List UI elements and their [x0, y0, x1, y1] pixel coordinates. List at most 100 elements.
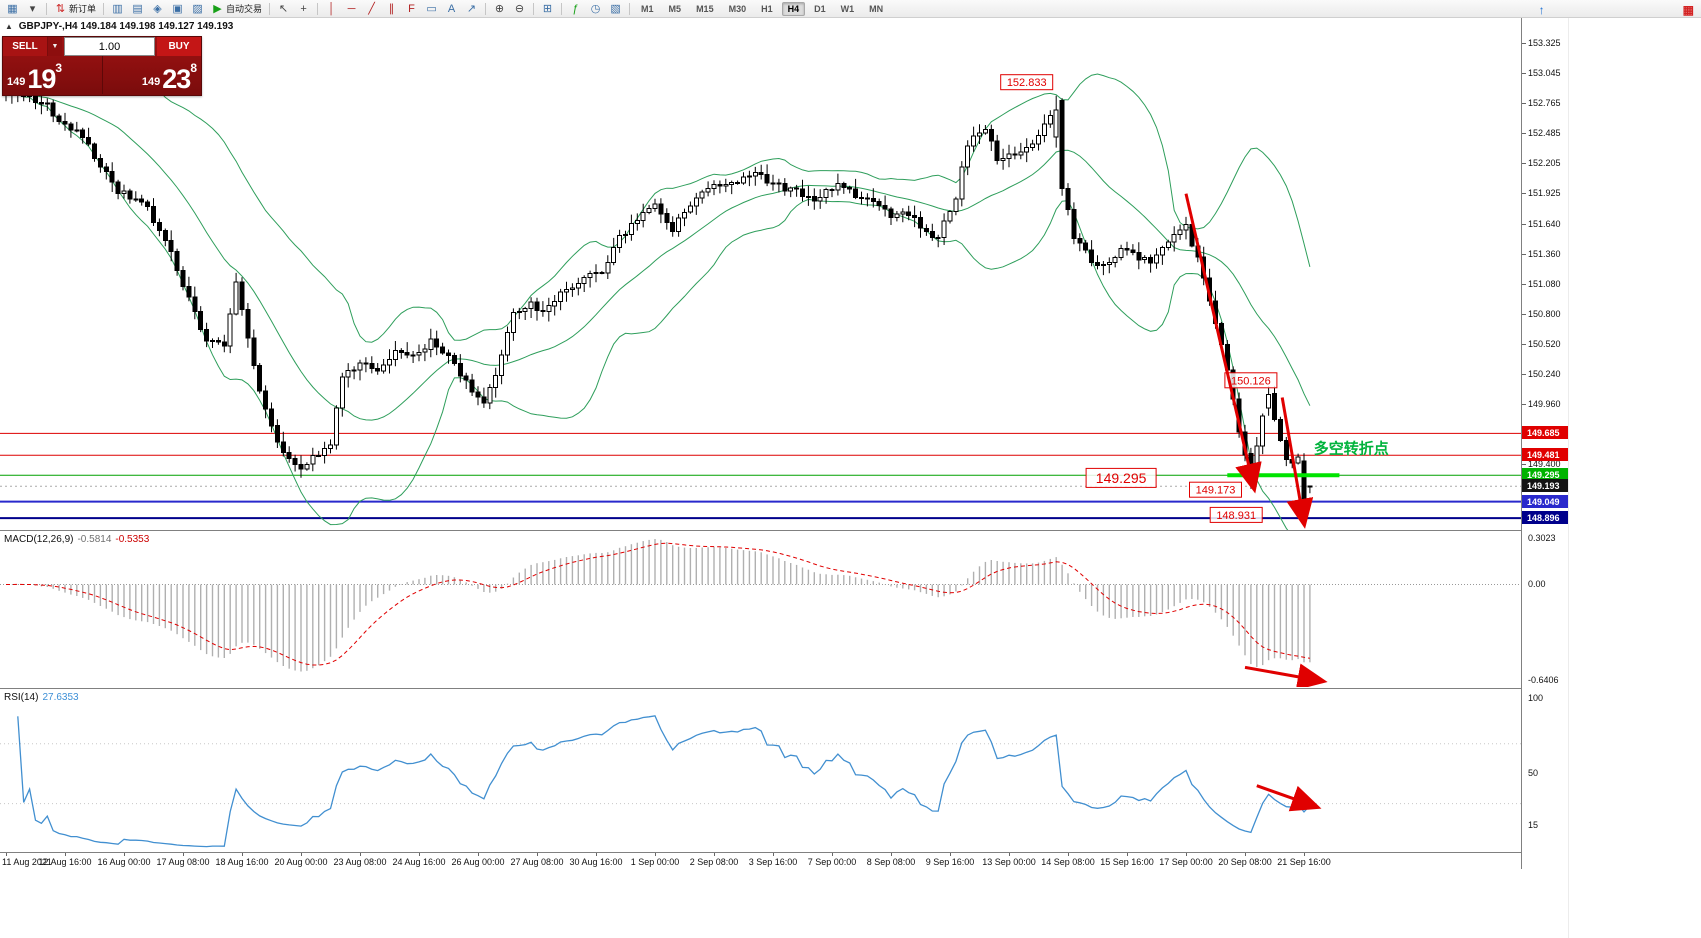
new-order-button[interactable]: ⇅ 新订单	[51, 0, 99, 18]
time-tick-mark	[6, 853, 7, 856]
vertical-line-icon[interactable]: │	[322, 0, 341, 18]
macd-signal-line	[6, 542, 1310, 666]
indicators-icon[interactable]: ƒ	[566, 0, 585, 18]
price-badge: 149.295	[1522, 468, 1569, 481]
price-badge: 149.049	[1522, 495, 1569, 508]
candles	[3, 84, 1313, 501]
arrow-objects-icon[interactable]: ↗	[462, 0, 481, 18]
horizontal-line-icon: ─	[347, 2, 356, 15]
apps-grid-icon[interactable]: ▦	[1682, 3, 1694, 17]
time-tick-mark	[183, 853, 184, 856]
cursor-icon[interactable]: ↖	[274, 0, 293, 18]
time-axis-label: 20 Sep 08:00	[1218, 857, 1272, 867]
time-axis[interactable]: 11 Aug 2021 12 Aug 16:00 16 Aug 00:00 17 Au…	[0, 852, 1568, 869]
timeframe-button-m5[interactable]: M5	[668, 3, 682, 14]
periods-dropdown-icon[interactable]: ◷	[586, 0, 605, 18]
time-axis-label: 16 Aug 00:00	[97, 857, 151, 867]
data-window-icon[interactable]: ▤	[128, 0, 147, 18]
toolbar-separator	[561, 2, 563, 15]
time-axis-label: 11 Aug 2021	[2, 857, 52, 867]
shapes-icon[interactable]: ▭	[422, 0, 441, 18]
timeframe-button-h4[interactable]: H4	[781, 1, 806, 16]
zoom-in-icon: ⊕	[494, 2, 505, 15]
horizontal-line-icon[interactable]: ─	[342, 0, 361, 18]
price-chart-canvas[interactable]: 152.833 150.126 149.295 149.173 148.931 多空转折点	[0, 18, 1521, 530]
timeframe-button-m1[interactable]: M1	[641, 3, 654, 14]
price-tick-mark	[1522, 163, 1526, 164]
autotrading-button[interactable]: ▶ 自动交易	[208, 0, 265, 18]
strategy-tester-icon[interactable]: ▨	[188, 0, 207, 18]
timeframe-button-w1[interactable]: W1	[840, 3, 855, 14]
price-tick-label: 153.325	[1528, 38, 1561, 48]
update-arrow-icon[interactable]: ↑	[1538, 3, 1545, 17]
price-tick-label: 151.640	[1528, 219, 1561, 229]
toolbar-separator	[103, 2, 105, 15]
equidistant-channel-icon[interactable]: ∥	[382, 0, 401, 18]
svg-text:149.295: 149.295	[1096, 470, 1147, 486]
timeframe-button-d1[interactable]: D1	[814, 3, 826, 14]
oneclick-collapse-icon[interactable]: ▲	[5, 22, 13, 31]
rsi-tick-label: 50	[1528, 768, 1539, 778]
rsi-indicator-panel[interactable]: RSI(14) 27.6353	[0, 688, 1521, 852]
sell-dropdown-caret-icon[interactable]: ▼	[47, 37, 62, 56]
time-axis-label: 27 Aug 08:00	[510, 857, 564, 867]
price-tick-label: 150.520	[1528, 339, 1561, 349]
turning-point-note: 多空转折点	[1314, 439, 1389, 457]
templates-icon: ▧	[610, 2, 621, 15]
equidistant-channel-icon: ∥	[388, 2, 395, 15]
time-tick-mark	[1127, 853, 1128, 856]
time-tick-mark	[773, 853, 774, 856]
templates-icon[interactable]: ▧	[606, 0, 625, 18]
price-tick-mark	[1522, 43, 1526, 44]
toolbar-separator	[485, 2, 487, 15]
text-label-icon[interactable]: A	[442, 0, 461, 18]
buy-price-button[interactable]: 149 23 8	[103, 56, 202, 94]
zoom-in-icon[interactable]: ⊕	[490, 0, 509, 18]
trendline-icon[interactable]: ╱	[362, 0, 381, 18]
rsi-line	[17, 715, 1311, 848]
price-annotation: 148.931	[1209, 506, 1263, 523]
volume-input[interactable]	[64, 37, 155, 56]
price-tick-mark	[1522, 254, 1526, 255]
tile-windows-icon[interactable]: ⊞	[538, 0, 557, 18]
chart-list-caret-icon[interactable]: ▾	[23, 0, 42, 18]
toolbar-separator	[629, 2, 631, 15]
price-tick-label: 152.765	[1528, 98, 1561, 108]
chart-ohlc-readout: ▲ GBPJPY-,H4 149.184 149.198 149.127 149…	[5, 21, 233, 32]
timeframe-button-m30[interactable]: M30	[728, 3, 747, 14]
time-axis-label: 1 Sep 00:00	[630, 857, 680, 867]
market-watch-icon[interactable]: ▥	[108, 0, 127, 18]
buy-button[interactable]: BUY	[157, 37, 201, 56]
sell-button[interactable]: SELL	[3, 37, 47, 56]
terminal-icon[interactable]: ▣	[168, 0, 187, 18]
price-tick-mark	[1522, 133, 1526, 134]
cursor-icon: ↖	[278, 2, 289, 15]
price-badge: 149.193	[1522, 479, 1569, 492]
toolbar-separator	[533, 2, 535, 15]
price-annotation: 149.295	[1085, 467, 1157, 488]
macd-indicator-panel[interactable]: MACD(12,26,9) -0.5814 -0.5353	[0, 530, 1521, 691]
sell-price-button[interactable]: 149 19 3	[3, 56, 103, 94]
fibonacci-retracement-icon[interactable]: F	[402, 0, 421, 18]
price-tick-label: 150.240	[1528, 369, 1561, 379]
price-annotation: 149.173	[1189, 481, 1242, 498]
timeframe-button-mn[interactable]: MN	[869, 3, 884, 14]
price-tick-mark	[1522, 73, 1526, 74]
timeframe-button-m15[interactable]: M15	[696, 3, 714, 14]
zoom-out-icon[interactable]: ⊖	[510, 0, 529, 18]
new-chart-icon[interactable]: ▦	[3, 0, 22, 18]
timeframe-button-h1[interactable]: H1	[761, 3, 773, 14]
price-axis[interactable]: 153.325 153.045 152.765 152.485 152.205 151.9…	[1521, 18, 1569, 869]
bollinger-lower-band	[17, 94, 1289, 530]
time-axis-label: 24 Aug 16:00	[392, 857, 446, 867]
data-window-icon: ▤	[132, 2, 143, 15]
candle-wicks	[5, 75, 1311, 513]
time-axis-label: 30 Aug 16:00	[569, 857, 623, 867]
trend-arrow	[1280, 397, 1314, 529]
indicators-icon: ƒ	[572, 2, 579, 15]
chart-list-caret-icon: ▾	[29, 2, 36, 15]
rsi-tick-label: 100	[1528, 693, 1544, 703]
navigator-icon[interactable]: ◈	[148, 0, 167, 18]
crosshair-icon[interactable]: +	[294, 0, 313, 18]
svg-text:148.931: 148.931	[1216, 510, 1256, 522]
